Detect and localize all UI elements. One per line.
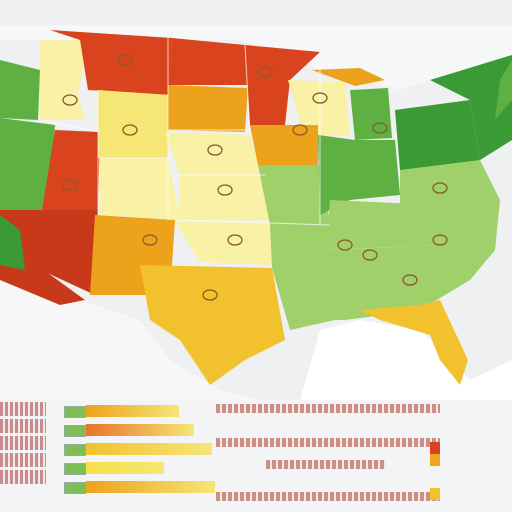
state-borders xyxy=(39,38,331,226)
state-california-coast xyxy=(0,215,25,270)
legend-bar-scale xyxy=(58,402,215,502)
state-marker-icon xyxy=(122,124,138,136)
legend-bar xyxy=(86,405,179,417)
state-marker-icon xyxy=(337,239,353,251)
state-illinois-indiana xyxy=(318,135,355,215)
legend-bar xyxy=(86,481,215,493)
legend-table-row xyxy=(266,460,386,469)
state-carolinas xyxy=(440,200,500,280)
state-ohio xyxy=(350,140,400,200)
state-nebraska xyxy=(165,132,262,175)
state-marker-icon xyxy=(227,234,243,246)
legend-chip xyxy=(64,406,86,418)
state-iowa xyxy=(250,125,318,165)
state-new-england xyxy=(430,55,512,160)
legend-chip xyxy=(64,463,86,475)
state-marker-icon xyxy=(292,124,308,136)
state-marker-icon xyxy=(62,179,78,191)
state-missouri xyxy=(258,165,330,225)
legend-chip xyxy=(64,482,86,494)
legend-bar xyxy=(86,424,194,436)
legend-bar-row xyxy=(58,423,208,437)
state-montana xyxy=(50,30,172,95)
state-kansas xyxy=(178,175,270,220)
legend-key-row xyxy=(0,436,46,450)
state-north-dakota xyxy=(170,38,248,85)
state-marker-icon xyxy=(257,66,273,78)
legend-swatch xyxy=(430,442,440,454)
state-marker-icon xyxy=(202,289,218,301)
state-marker-icon xyxy=(432,182,448,194)
state-utah-colorado xyxy=(100,158,180,220)
legend-table-row xyxy=(216,492,440,501)
legend-bar xyxy=(86,462,164,474)
legend-swatch xyxy=(430,488,440,500)
state-marker-icon xyxy=(402,274,418,286)
state-marker-icon xyxy=(432,234,448,246)
legend-table-row xyxy=(216,438,440,447)
state-virginia xyxy=(400,160,500,215)
state-oregon xyxy=(0,118,55,210)
canada-region xyxy=(0,25,512,90)
state-marker-icon xyxy=(312,92,328,104)
state-wyoming xyxy=(98,90,170,158)
legend-table xyxy=(216,402,444,502)
state-texas xyxy=(140,265,285,385)
state-south-dakota xyxy=(168,85,248,132)
legend-key-column xyxy=(0,402,46,502)
state-oklahoma xyxy=(175,222,272,265)
state-marker-icon xyxy=(62,94,78,106)
legend-key-row xyxy=(0,470,46,484)
state-marker-icon xyxy=(207,144,223,156)
state-maine xyxy=(495,60,512,120)
legend-bar-row xyxy=(58,442,212,456)
state-markers xyxy=(62,54,448,301)
legend-bar-row xyxy=(58,461,208,475)
state-arizona xyxy=(30,210,98,295)
state-idaho xyxy=(40,40,88,120)
state-arkansas-louisiana xyxy=(270,225,335,330)
state-florida xyxy=(360,300,468,385)
legend-table-row xyxy=(216,404,440,413)
legend-bar-row xyxy=(58,480,215,494)
legend-bar xyxy=(86,443,212,455)
legend-key-row xyxy=(0,402,46,416)
state-nevada xyxy=(42,130,100,210)
legend-chip xyxy=(64,425,86,437)
state-michigan xyxy=(350,88,392,140)
state-washington xyxy=(0,60,40,120)
state-marker-icon xyxy=(372,122,388,134)
legend-bar-row xyxy=(58,404,208,418)
legend-key-row xyxy=(0,453,46,467)
state-marker-icon xyxy=(362,249,378,261)
county-lines xyxy=(279,199,431,330)
state-marker-icon xyxy=(217,184,233,196)
state-minnesota xyxy=(245,45,320,125)
state-michigan-up xyxy=(312,68,385,86)
state-wisconsin xyxy=(288,80,350,138)
legend-swatch xyxy=(430,454,440,466)
legend-key-row xyxy=(0,419,46,433)
state-marker-icon xyxy=(142,234,158,246)
state-california xyxy=(0,210,85,305)
state-pennsylvania-ny xyxy=(395,100,480,175)
state-marker-icon xyxy=(117,54,133,66)
state-kentucky-tennessee xyxy=(325,200,445,250)
us-choropleth-map xyxy=(0,25,512,400)
legend-chip xyxy=(64,444,86,456)
